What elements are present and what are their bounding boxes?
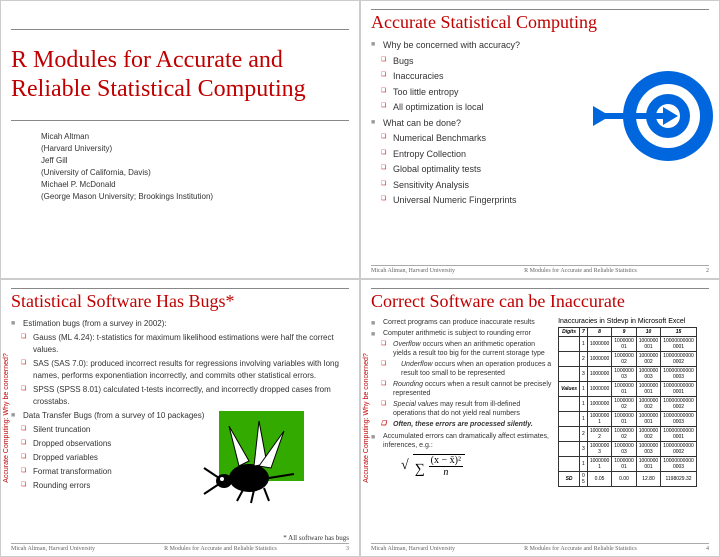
sub-bullet: Underflow occurs when an operation produ… <box>371 360 552 378</box>
bullet: Accumulated errors can dramatically affe… <box>371 432 552 450</box>
main-title: R Modules for Accurate and Reliable Stat… <box>11 46 349 104</box>
sub-bullet: SAS (SAS 7.0): produced incorrect result… <box>11 358 349 382</box>
footer-title: R Modules for Accurate and Reliable Stat… <box>524 268 637 274</box>
slide-footer: Micah Altman, Harvard University R Modul… <box>371 265 709 274</box>
sub-bullet: Numerical Benchmarks <box>371 132 571 146</box>
bullet-list: Correct programs can produce inaccurate … <box>371 318 552 450</box>
slide-title: Statistical Software Has Bugs* <box>11 291 349 312</box>
bullet-list: Why be concerned with accuracy? Bugs Ina… <box>371 39 571 208</box>
slide-bugs: Accurate Computing: Why be concerned? St… <box>0 279 360 557</box>
author-affil: (University of California, Davis) <box>41 167 349 179</box>
bullet: Estimation bugs (from a survey in 2002): <box>11 318 349 330</box>
sub-bullet: Gauss (ML 4.24): t-statistics for maximu… <box>11 332 349 356</box>
sub-bullet: Global optimality tests <box>371 163 571 177</box>
footer-title: R Modules for Accurate and Reliable Stat… <box>524 546 637 552</box>
sub-bullet: Entropy Collection <box>371 148 571 162</box>
table-title: Inaccuracies in Stdevp in Microsoft Exce… <box>558 318 709 325</box>
footnote: * All software has bugs <box>283 534 349 542</box>
sub-bullet: Too little entropy <box>371 86 571 100</box>
footer-page: 4 <box>706 546 709 552</box>
sub-bullet: SPSS (SPSS 8.01) calculated t-tests inco… <box>11 384 349 408</box>
bullet: What can be done? <box>371 117 571 131</box>
footer-author: Micah Altman, Harvard University <box>371 268 455 274</box>
author: Michael P. McDonald <box>41 179 349 191</box>
author: Micah Altman <box>41 131 349 143</box>
author-affil: (George Mason University; Brookings Inst… <box>41 191 349 203</box>
sidebar-label: Accurate Computing: Why be concerned? <box>363 353 370 483</box>
sub-bullet: Often, these errors are processed silent… <box>371 420 552 429</box>
sidebar-label: Accurate Computing: Why be concerned? <box>3 353 10 483</box>
slide-title: R Modules for Accurate and Reliable Stat… <box>0 0 360 279</box>
sub-bullet: Rounding occurs when a result cannot be … <box>371 380 552 398</box>
footer-page: 2 <box>706 268 709 274</box>
bug-icon <box>199 406 309 506</box>
bullet: Why be concerned with accuracy? <box>371 39 571 53</box>
sub-bullet: Sensitivity Analysis <box>371 179 571 193</box>
sub-bullet: Overflow occurs when an arithmetic opera… <box>371 340 552 358</box>
slide-title: Accurate Statistical Computing <box>371 12 709 33</box>
target-icon <box>593 51 713 181</box>
sub-bullet: Bugs <box>371 55 571 69</box>
author-affil: (Harvard University) <box>41 143 349 155</box>
slide-inaccurate: Accurate Computing: Why be concerned? Co… <box>360 279 720 557</box>
bullet: Correct programs can produce inaccurate … <box>371 318 552 327</box>
sub-bullet: Special values may result from ill-defin… <box>371 400 552 418</box>
authors-block: Micah Altman (Harvard University) Jeff G… <box>41 131 349 203</box>
sub-bullet: Inaccuracies <box>371 70 571 84</box>
author: Jeff Gill <box>41 155 349 167</box>
footer-title: R Modules for Accurate and Reliable Stat… <box>164 546 277 552</box>
slide-title: Correct Software can be Inaccurate <box>371 291 709 312</box>
footer-page: 3 <box>346 546 349 552</box>
bullet: Computer arithmetic is subject to roundi… <box>371 329 552 338</box>
slide-footer: Micah Altman, Harvard University R Modul… <box>371 543 709 552</box>
footer-author: Micah Altman, Harvard University <box>11 546 95 552</box>
excel-table: Digits7891015110000001000000011000000001… <box>558 327 697 487</box>
formula: √ ∑ (x − x̄)² n <box>401 454 552 478</box>
sub-bullet: Universal Numeric Fingerprints <box>371 194 571 208</box>
sub-bullet: All optimization is local <box>371 101 571 115</box>
footer-author: Micah Altman, Harvard University <box>371 546 455 552</box>
slide-footer: Micah Altman, Harvard University R Modul… <box>11 543 349 552</box>
slide-accurate: Accurate Statistical Computing Why be co… <box>360 0 720 279</box>
